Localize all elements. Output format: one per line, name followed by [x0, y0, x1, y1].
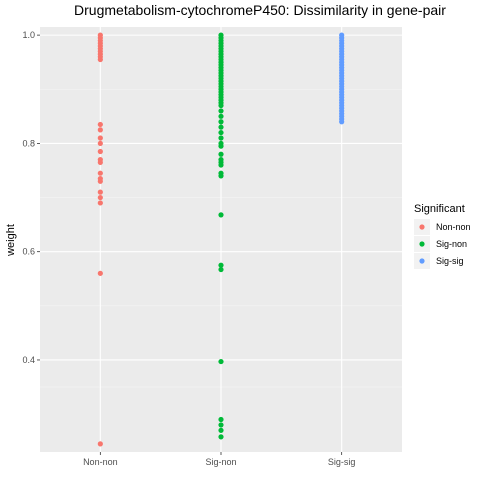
- data-point: [97, 135, 103, 141]
- data-point: [97, 159, 103, 165]
- data-point: [218, 124, 224, 130]
- data-point: [97, 441, 103, 447]
- x-tick-label: Sig-sig: [328, 457, 356, 467]
- data-point: [339, 119, 345, 125]
- data-points: [97, 32, 345, 447]
- data-point: [97, 200, 103, 206]
- data-point: [97, 140, 103, 147]
- data-point: [97, 127, 103, 133]
- data-point: [97, 148, 103, 155]
- legend-title: Significant: [414, 203, 465, 215]
- data-point: [218, 162, 224, 168]
- data-point: [218, 129, 224, 136]
- data-point: [218, 102, 224, 109]
- legend-marker: [419, 241, 425, 247]
- legend-label: Sig-non: [436, 239, 467, 249]
- legend-marker: [419, 258, 425, 264]
- data-point: [218, 135, 224, 141]
- data-point: [97, 194, 103, 201]
- data-point: [218, 427, 224, 433]
- data-point: [218, 173, 224, 179]
- data-point: [97, 170, 103, 176]
- data-point: [218, 108, 224, 114]
- data-point: [97, 270, 103, 276]
- data-point: [218, 358, 224, 365]
- data-point: [218, 119, 224, 125]
- chart-title: Drugmetabolism-cytochromeP450: Dissimila…: [74, 2, 446, 18]
- data-point: [218, 416, 224, 423]
- legend-label: Sig-sig: [436, 256, 464, 266]
- data-point: [218, 151, 224, 157]
- data-point: [97, 121, 103, 128]
- y-axis-label: weight: [5, 224, 17, 257]
- x-tick-label: Non-non: [83, 457, 118, 467]
- legend-marker: [419, 224, 425, 230]
- data-point: [218, 143, 224, 149]
- data-point: [97, 56, 103, 63]
- y-tick-label: 0.6: [22, 247, 35, 257]
- y-tick-label: 0.4: [22, 355, 35, 365]
- data-point: [218, 422, 224, 428]
- data-point: [97, 178, 103, 184]
- data-point: [218, 262, 224, 268]
- data-point: [218, 266, 224, 273]
- data-point: [218, 113, 224, 119]
- y-tick-label: 1.0: [22, 30, 35, 40]
- data-point: [218, 434, 224, 440]
- data-point: [97, 189, 103, 195]
- x-tick-label: Sig-non: [205, 457, 236, 467]
- y-axis-ticks: 0.4 0.6 0.8 1.0: [22, 30, 40, 365]
- legend-label: Non-non: [436, 222, 471, 232]
- y-tick-label: 0.8: [22, 138, 35, 148]
- x-axis-ticks: Non-non Sig-non Sig-sig: [83, 452, 355, 467]
- legend: Significant Non-non Sig-non Sig-sig: [414, 203, 471, 269]
- data-point: [218, 212, 224, 218]
